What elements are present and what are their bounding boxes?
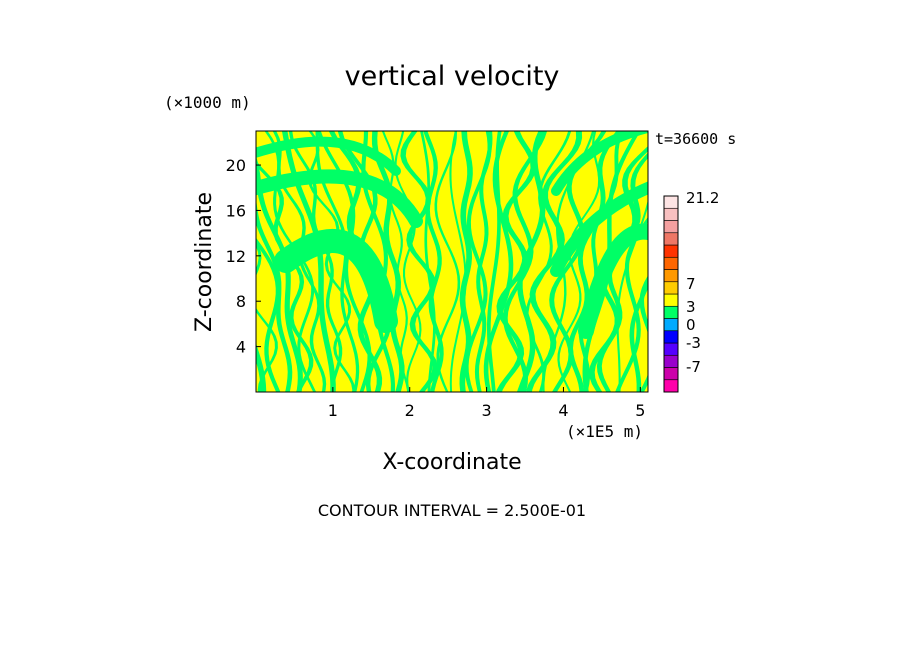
y-axis: 4 8 12 16 20 (226, 156, 261, 357)
colorbar-bin (663, 244, 679, 258)
colorbar-frame (663, 195, 679, 393)
colorbar-bin (663, 330, 679, 344)
field-band (361, 131, 395, 392)
colorbar-label: 3 (686, 298, 696, 316)
colorbar-bin (663, 367, 679, 381)
chart-title: vertical velocity (345, 61, 560, 92)
colorbar-bin (663, 379, 679, 393)
field-band (483, 131, 514, 392)
x-tick-label: 2 (405, 401, 415, 420)
field-band (516, 131, 546, 392)
field-arc (256, 136, 401, 176)
x-tick-label: 5 (635, 401, 645, 420)
field-arc (578, 223, 648, 339)
field-band (281, 131, 336, 392)
field-band (449, 131, 467, 392)
field-band (526, 131, 583, 392)
field-band (394, 131, 422, 392)
field-band (464, 131, 492, 392)
field-band (264, 131, 317, 392)
field-arc (256, 169, 423, 228)
x-axis-label: X-coordinate (382, 450, 521, 475)
colorbar-label: 7 (686, 275, 696, 293)
field-arc (274, 229, 398, 333)
field-band (557, 131, 601, 392)
colorbar-bin (663, 232, 679, 246)
y-unit-label: (×1000 m) (164, 93, 251, 112)
field-band (629, 276, 648, 392)
time-label: t=36600 s (655, 130, 736, 148)
colorbar-bin (663, 195, 679, 209)
colorbar-bin (663, 305, 679, 319)
field-band (315, 131, 360, 392)
colorbar-bin (663, 256, 679, 270)
y-tick-label: 4 (236, 338, 246, 357)
contour-interval-label: CONTOUR INTERVAL = 2.500E-01 (318, 501, 586, 520)
field-band (589, 145, 648, 392)
plot-area (256, 131, 648, 392)
colorbar-bin (663, 269, 679, 283)
field-band (256, 241, 278, 392)
field-band (420, 131, 436, 392)
colorbar-bin (663, 281, 679, 295)
field-arc (551, 131, 648, 196)
field-band (328, 131, 383, 392)
colorbar: 21.2 7 30-3 -7 (663, 189, 719, 393)
colorbar-bin (663, 293, 679, 307)
y-tick-label: 8 (236, 292, 246, 311)
field-band (256, 237, 281, 392)
colorbar-bin (663, 342, 679, 356)
colorbar-label: -7 (686, 358, 701, 376)
colorbar-label: 0 (686, 316, 696, 334)
field-band (474, 131, 493, 392)
colorbar-label: 21.2 (686, 189, 719, 207)
y-tick-label: 12 (226, 247, 246, 266)
colorbar-bin (663, 220, 679, 234)
y-tick-label: 20 (226, 156, 246, 175)
x-unit-label: (×1E5 m) (566, 422, 643, 441)
field-band (434, 131, 461, 392)
field-band (256, 198, 293, 392)
y-tick-label: 16 (226, 201, 246, 220)
colorbar-bin (663, 318, 679, 332)
field-band (525, 131, 572, 392)
y-axis-label: Z-coordinate (192, 192, 217, 332)
x-tick-label: 4 (558, 401, 568, 420)
field-band (459, 131, 473, 392)
x-tick-label: 3 (481, 401, 491, 420)
plot-frame (255, 130, 649, 393)
field-band (568, 131, 622, 392)
colorbar-bin (663, 207, 679, 221)
field-arc (550, 181, 648, 277)
x-axis: 1 2 3 4 5 (328, 387, 645, 420)
colorbar-label: -3 (686, 334, 701, 352)
colorbar-bin (663, 354, 679, 368)
field-band (502, 131, 547, 392)
negative-velocity-regions (256, 131, 648, 392)
field-band (256, 342, 267, 392)
field-band (616, 199, 648, 392)
field-band (423, 131, 444, 392)
field-band (615, 216, 648, 392)
field-band (256, 155, 303, 392)
field-band (639, 275, 648, 392)
field-band (308, 131, 356, 392)
x-tick-label: 1 (328, 401, 338, 420)
